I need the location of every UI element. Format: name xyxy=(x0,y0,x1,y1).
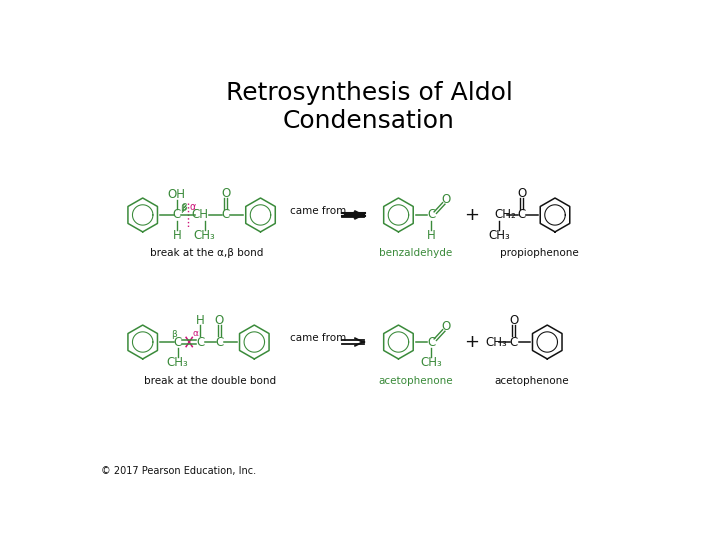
Text: came from: came from xyxy=(290,333,347,343)
Text: CH₃: CH₃ xyxy=(420,356,442,369)
Text: C: C xyxy=(510,335,518,348)
Text: α: α xyxy=(192,329,199,338)
Text: H: H xyxy=(427,230,436,242)
Text: O: O xyxy=(215,314,224,327)
Text: benzaldehyde: benzaldehyde xyxy=(379,248,452,259)
Text: acetophenone: acetophenone xyxy=(378,375,453,386)
Text: C: C xyxy=(222,208,230,221)
Text: CH₃: CH₃ xyxy=(167,356,189,369)
Text: H: H xyxy=(196,314,204,327)
Text: +: + xyxy=(464,333,479,351)
Text: Retrosynthesis of Aldol
Condensation: Retrosynthesis of Aldol Condensation xyxy=(225,81,513,133)
Text: O: O xyxy=(509,314,518,327)
Text: O: O xyxy=(442,193,451,206)
Text: acetophenone: acetophenone xyxy=(495,375,569,386)
Text: α: α xyxy=(190,202,197,212)
Text: +: + xyxy=(464,206,479,224)
Text: CH₃: CH₃ xyxy=(194,230,215,242)
Text: H: H xyxy=(172,230,181,242)
Text: came from: came from xyxy=(290,206,347,216)
Text: OH: OH xyxy=(168,188,186,201)
Text: break at the double bond: break at the double bond xyxy=(144,375,276,386)
Text: © 2017 Pearson Education, Inc.: © 2017 Pearson Education, Inc. xyxy=(101,465,256,476)
Text: C: C xyxy=(427,335,435,348)
Text: C: C xyxy=(174,335,181,348)
Text: CH₃: CH₃ xyxy=(485,335,507,348)
Text: break at the α,β bond: break at the α,β bond xyxy=(150,248,263,259)
Text: β: β xyxy=(171,330,176,339)
Text: O: O xyxy=(442,320,451,333)
Text: C: C xyxy=(173,208,181,221)
Text: O: O xyxy=(221,187,230,200)
Text: C: C xyxy=(518,208,526,221)
Text: CH₃: CH₃ xyxy=(488,230,510,242)
Text: C: C xyxy=(427,208,435,221)
Text: propiophenone: propiophenone xyxy=(500,248,579,259)
Text: β: β xyxy=(181,202,186,212)
Text: β: β xyxy=(180,204,186,213)
Text: CH: CH xyxy=(192,208,209,221)
Text: CH₂: CH₂ xyxy=(495,208,516,221)
Text: C: C xyxy=(196,335,204,348)
Text: C: C xyxy=(215,335,223,348)
Text: O: O xyxy=(517,187,526,200)
